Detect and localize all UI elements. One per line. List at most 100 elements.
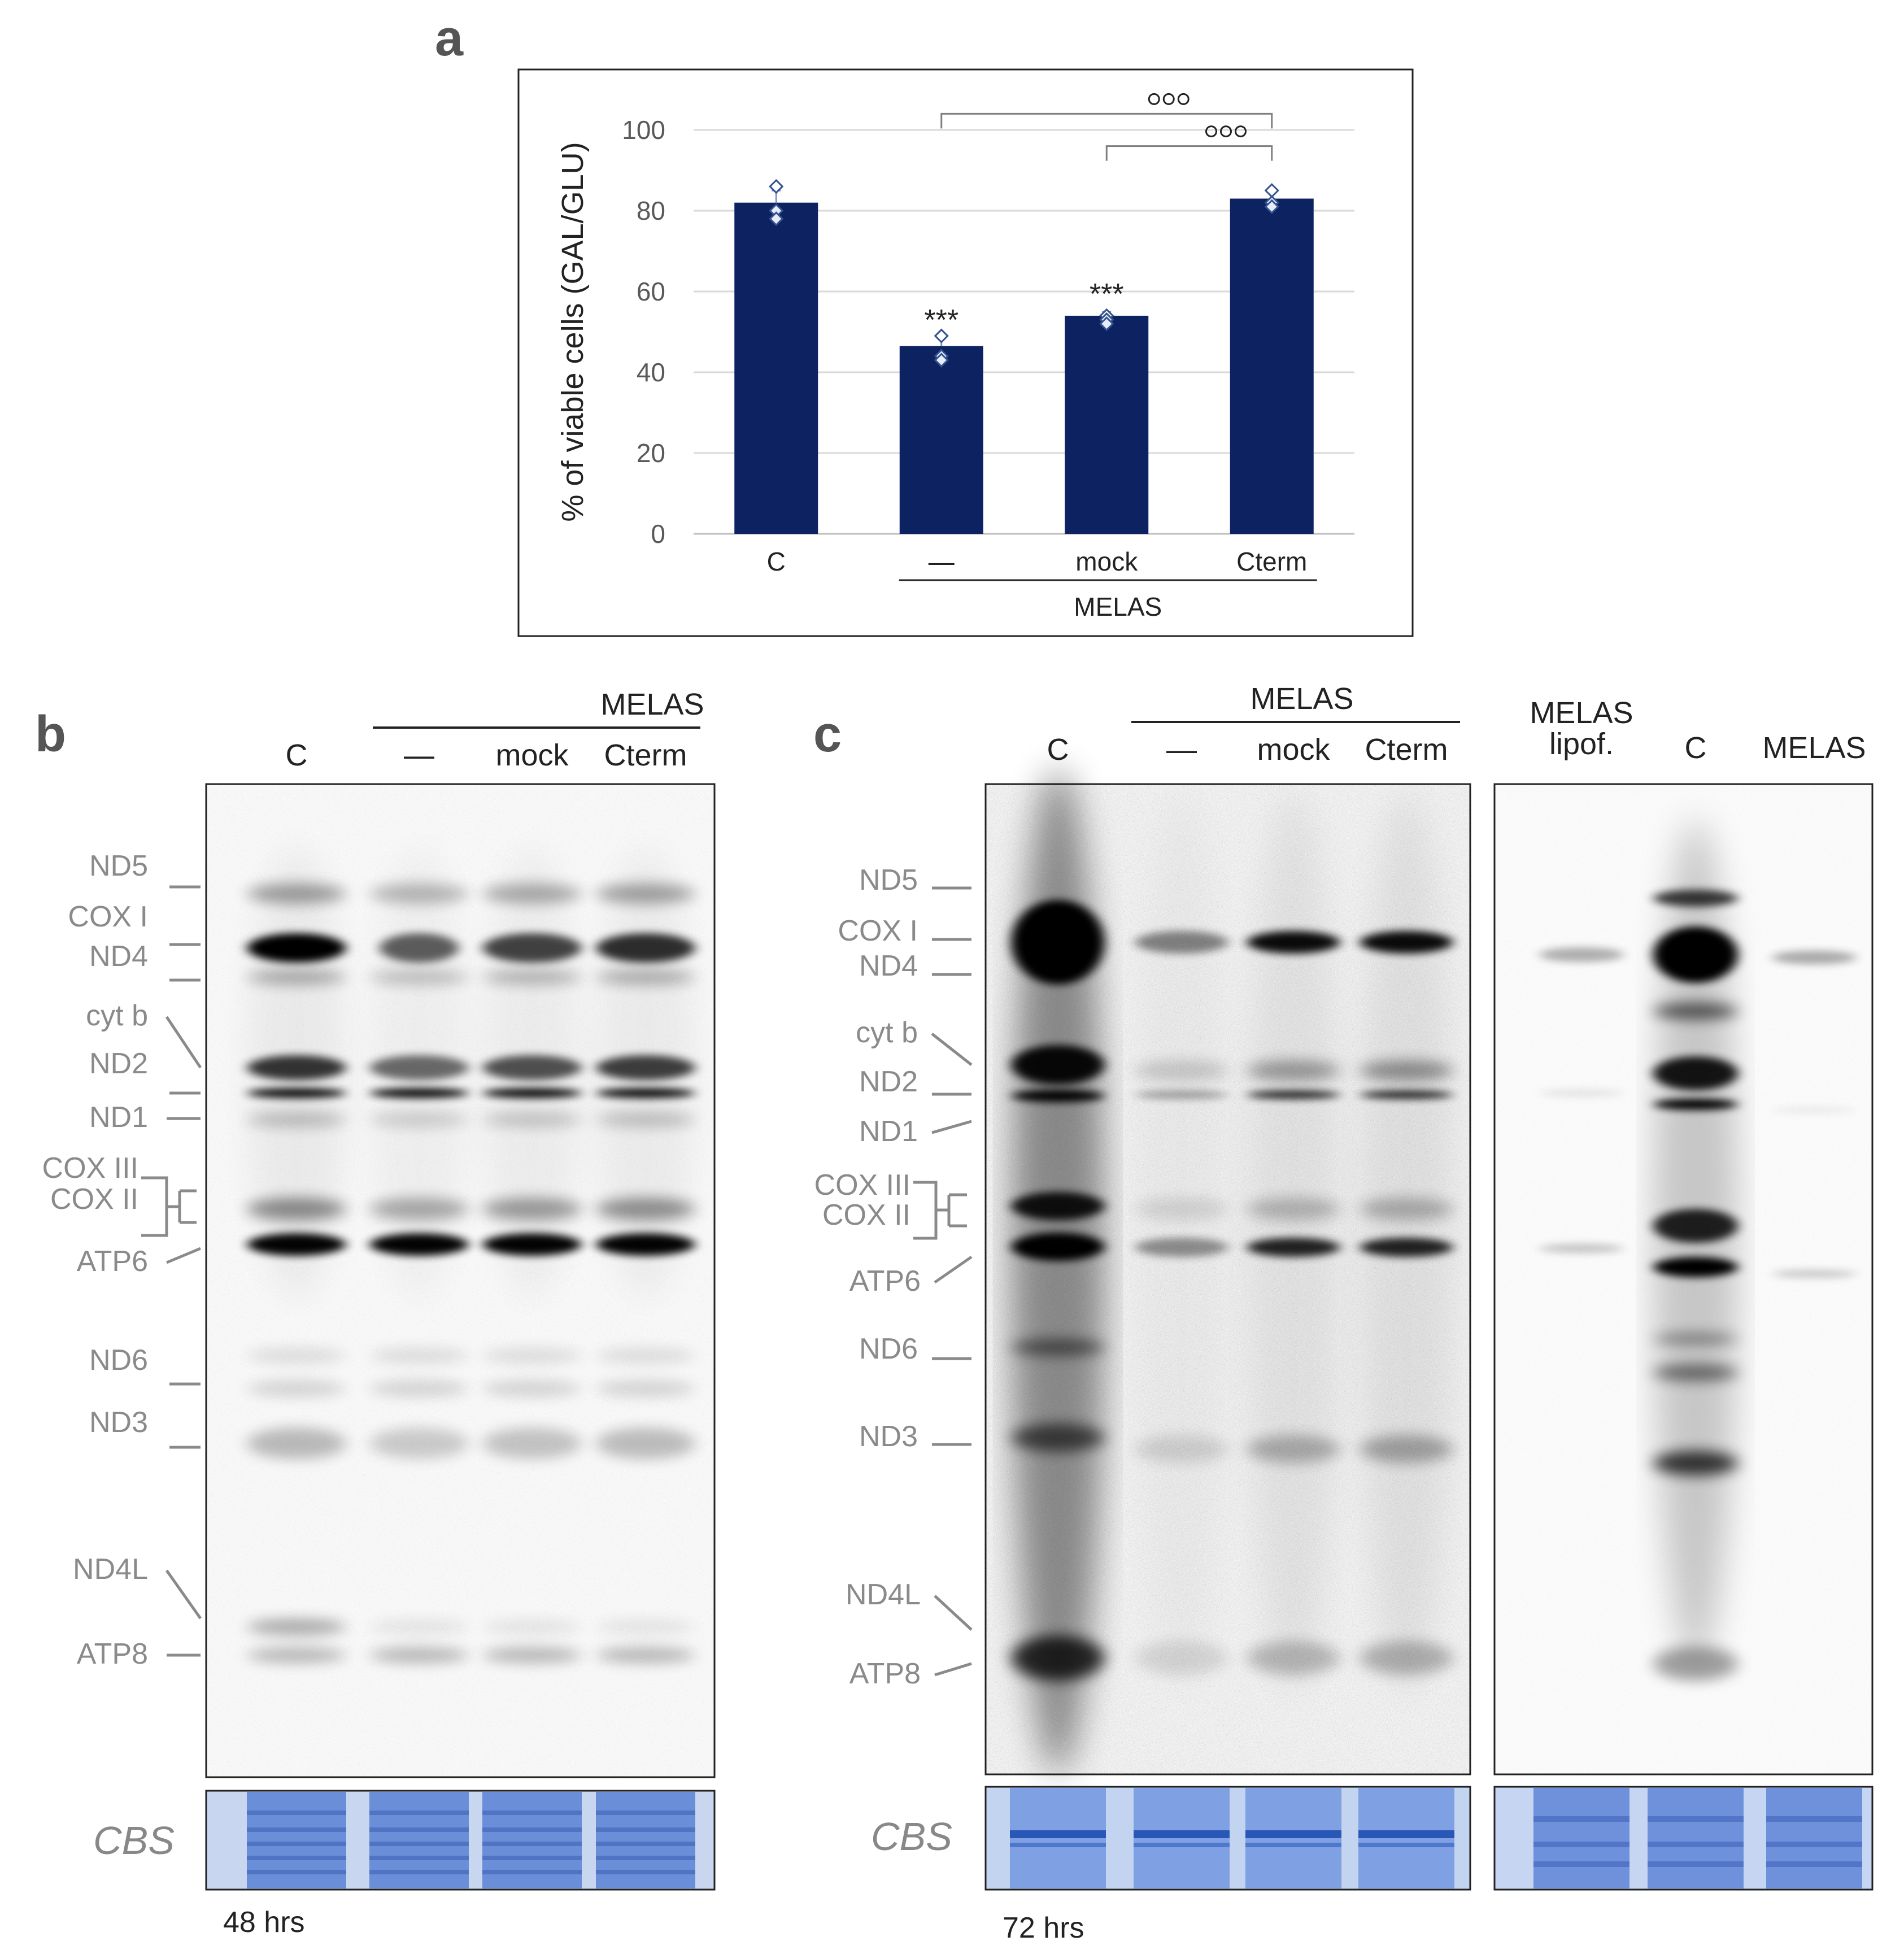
gel-c2-lane-2-label: C: [1685, 731, 1707, 765]
band-label: cyt b: [856, 1016, 918, 1049]
x-tick-label: —: [929, 547, 955, 576]
band-label: ND2: [89, 1047, 148, 1080]
cbs-band: [369, 1811, 469, 1815]
gel-c: [984, 768, 1471, 1775]
cbs-lane: [1648, 1788, 1744, 1888]
cbs-band: [482, 1811, 582, 1815]
cbs-band: [1134, 1843, 1230, 1847]
cbs-band: [596, 1827, 695, 1832]
cbs-band: [247, 1842, 346, 1846]
panel-label-c: c: [813, 706, 842, 763]
band-label: COX I: [838, 915, 918, 947]
band-label: ATP8: [77, 1638, 148, 1670]
cbs-band: [482, 1827, 582, 1832]
y-tick-label: 0: [651, 519, 665, 549]
cbs-band: [1648, 1861, 1744, 1867]
band-bracket: [141, 1176, 197, 1237]
significance-circle: [1205, 125, 1217, 138]
bar: [1065, 315, 1149, 534]
group-label: MELAS: [1074, 592, 1162, 621]
significance-mark: ***: [924, 304, 958, 337]
x-tick-label: C: [767, 547, 786, 576]
significance-circle: [1162, 93, 1175, 105]
band-bracket: [913, 1181, 967, 1240]
band-label: cyt b: [86, 999, 148, 1032]
bar-chart: 0 20 40 60 80 100 % of viable cells (GAL/GLU) C…: [556, 93, 1354, 621]
cbs-band: [596, 1856, 695, 1860]
gel-c2-lane-1-line-2: lipof.: [1549, 727, 1614, 761]
panel-label-b: b: [35, 706, 66, 763]
band-label: ND2: [859, 1065, 918, 1098]
significance-circle: [1177, 93, 1190, 105]
cbs-lane: [1766, 1788, 1862, 1888]
band-label: COX II: [50, 1183, 138, 1216]
comparison-bracket: [1105, 145, 1273, 161]
gel-c-group-label: MELAS: [1250, 682, 1353, 716]
cbs-band: [596, 1811, 695, 1815]
lane-label: Cterm: [1365, 733, 1448, 767]
cbs-band: [1358, 1843, 1454, 1847]
gel-c2-lane-1-line-1: MELAS: [1530, 696, 1633, 730]
lane-label: mock: [495, 738, 569, 772]
cbs-band: [1010, 1830, 1106, 1838]
cbs-band: [596, 1870, 695, 1874]
cbs-band: [247, 1811, 346, 1815]
cbs-band: [482, 1842, 582, 1846]
band-label: COX II: [822, 1199, 910, 1231]
y-tick-label: 80: [637, 196, 665, 225]
band-marker: [934, 1255, 973, 1284]
gel-c2-lane-3-label: MELAS: [1762, 731, 1866, 765]
x-tick-label: Cterm: [1236, 547, 1307, 576]
data-point: [769, 211, 784, 227]
cbs-band: [369, 1827, 469, 1832]
cbs-band: [1533, 1842, 1629, 1847]
band-marker: [165, 1016, 202, 1069]
band-label: ND3: [89, 1406, 148, 1439]
cbs-band: [1533, 1861, 1629, 1867]
gel-b-grain: [206, 784, 714, 1777]
gel-b: [205, 783, 716, 1778]
cbs-band: [1010, 1843, 1106, 1847]
band-label: ND4L: [73, 1553, 148, 1586]
comparison-bracket: [940, 112, 1273, 129]
cbs-band: [369, 1870, 469, 1874]
band-marker: [931, 1033, 973, 1066]
gel-b-cbs: [205, 1790, 716, 1891]
cbs-band: [1134, 1830, 1230, 1838]
significance-circle: [1235, 125, 1247, 138]
band-marker: [934, 1662, 972, 1677]
band-label: ND1: [89, 1101, 148, 1134]
band-label: ATP6: [77, 1245, 148, 1278]
bar: [899, 346, 983, 534]
gel-c2: [1493, 783, 1873, 1775]
band-label: ATP8: [849, 1657, 921, 1690]
bar: [734, 202, 818, 534]
band-label: ND4: [89, 940, 148, 973]
y-tick-label: 100: [622, 115, 665, 145]
cbs-band: [247, 1870, 346, 1874]
significance-mark: ***: [1090, 278, 1124, 311]
cbs-band: [482, 1870, 582, 1874]
band-label: ND5: [859, 864, 918, 897]
gel-c-cbs-label: CBS: [871, 1814, 952, 1859]
cbs-lane: [1533, 1788, 1629, 1888]
panel-label-a: a: [435, 10, 464, 67]
cbs-band: [1766, 1861, 1862, 1867]
cbs-band: [369, 1856, 469, 1860]
gel-c2-cbs: [1493, 1786, 1873, 1891]
band-label: ATP6: [849, 1265, 921, 1298]
band-label: ND1: [859, 1115, 918, 1148]
band-label: ND4L: [846, 1578, 921, 1611]
cbs-band: [369, 1842, 469, 1846]
gel-c2-grain: [1495, 784, 1872, 1774]
cbs-band: [1358, 1830, 1454, 1838]
cbs-band: [482, 1856, 582, 1860]
data-point: [1264, 199, 1279, 214]
y-tick-label: 40: [637, 358, 665, 387]
lane-label: C: [1047, 733, 1069, 767]
lane-label: —: [404, 738, 434, 772]
band-label: ND5: [89, 850, 148, 882]
band-marker: [934, 1595, 973, 1631]
band-label: ND4: [859, 950, 918, 982]
gel-b-lane-labels: C — mock Cterm: [286, 738, 687, 772]
